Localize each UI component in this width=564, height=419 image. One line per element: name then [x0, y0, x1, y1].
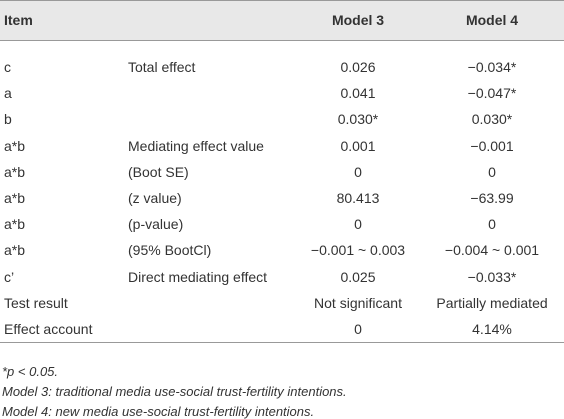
table-cell: 4.14%	[472, 321, 512, 337]
header-background	[0, 0, 564, 41]
table-cell: a	[4, 85, 12, 102]
table-cell: 0.030*	[337, 111, 379, 128]
table-cell: −0.001 ~ 0.003	[310, 242, 406, 259]
table-cell: 0	[354, 321, 362, 337]
table-cell: −0.001	[470, 137, 514, 154]
table-cell: −0.047*	[467, 85, 517, 102]
table-cell: b	[4, 111, 12, 128]
table-cell: 0	[488, 216, 496, 233]
table-cell: Mediating effect value	[128, 137, 264, 154]
bottom-rule	[0, 342, 564, 343]
table-cell: 0.001	[340, 137, 376, 154]
table-cell: −0.004 ~ 0.001	[444, 242, 540, 259]
table-cell: 0.041	[340, 85, 376, 102]
table-cell: −0.033*	[467, 268, 517, 285]
table-cell: (z value)	[128, 190, 182, 206]
table-cell: 0.025	[340, 268, 376, 285]
table-cell: Effect account	[4, 321, 93, 337]
table-cell: 0.030*	[471, 111, 513, 128]
table-cell: Not significant	[314, 294, 402, 311]
header-cell: Model 4	[465, 12, 519, 28]
table-cell: a*b	[4, 190, 26, 206]
table-cell: (95% BootCl)	[128, 242, 212, 259]
table-cell: c’	[4, 268, 15, 285]
table-cell: a*b	[4, 216, 26, 233]
table-note: *p < 0.05.	[2, 364, 59, 379]
table-cell: Direct mediating effect	[128, 268, 268, 285]
table-cell: a*b	[4, 242, 26, 259]
table-note: Model 3: traditional media use-social tr…	[2, 384, 347, 399]
table-cell: a*b	[4, 163, 26, 180]
table-cell: −0.034*	[467, 59, 517, 75]
table-cell: 80.413	[336, 190, 380, 206]
table-cell: 0	[354, 216, 362, 233]
table-cell: (p-value)	[128, 216, 184, 233]
table-cell: 0.026	[340, 59, 376, 75]
table-cell: Test result	[4, 294, 68, 311]
table-note: Model 4: new media use-social trust-fert…	[2, 404, 315, 419]
table-cell: 0	[488, 163, 496, 180]
table-cell: (Boot SE)	[128, 163, 189, 180]
table-cell: Total effect	[128, 59, 196, 75]
table-cell: a*b	[4, 137, 26, 154]
table-cell: c	[4, 59, 11, 75]
table-cell: Partially mediated	[436, 294, 548, 311]
header-cell: Item	[4, 12, 33, 28]
header-cell: Model 3	[331, 12, 385, 28]
table-cell: −63.99	[470, 190, 514, 206]
table-cell: 0	[354, 163, 362, 180]
